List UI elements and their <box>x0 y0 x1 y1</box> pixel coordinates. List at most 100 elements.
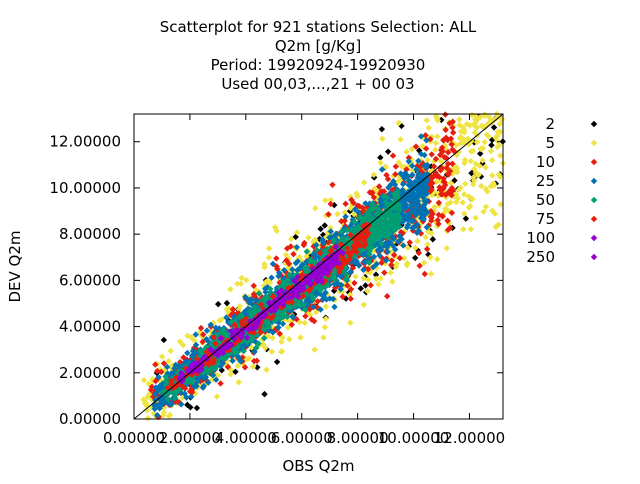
data-point <box>398 163 405 170</box>
data-point <box>378 240 385 247</box>
data-point <box>477 173 485 180</box>
data-point <box>590 215 598 223</box>
data-point <box>422 234 430 241</box>
data-point <box>422 183 429 191</box>
data-point <box>214 300 222 308</box>
data-points <box>140 110 507 422</box>
data-point <box>397 170 404 177</box>
data-point <box>484 188 491 195</box>
data-point <box>470 121 477 128</box>
data-point <box>462 180 469 188</box>
data-point <box>494 137 501 145</box>
legend-label: 100 <box>526 229 555 247</box>
data-point <box>223 314 230 321</box>
data-point <box>384 203 392 211</box>
data-point <box>213 393 221 400</box>
data-point <box>420 190 428 197</box>
data-point <box>313 241 320 249</box>
data-point <box>280 279 287 286</box>
data-point <box>269 260 277 268</box>
data-point <box>370 171 378 178</box>
data-point <box>159 411 167 419</box>
data-point <box>466 202 474 210</box>
data-point <box>224 339 232 346</box>
y-axis-label: DEV Q2m <box>6 230 24 302</box>
data-point <box>590 139 598 147</box>
data-point <box>317 287 324 294</box>
data-point <box>224 363 232 371</box>
legend-marker <box>590 158 598 166</box>
data-point <box>296 301 303 308</box>
legend-label: 50 <box>536 191 555 209</box>
data-point <box>316 249 324 257</box>
data-point <box>388 257 396 264</box>
legend-marker <box>590 215 598 223</box>
data-point <box>376 215 383 222</box>
data-point <box>317 225 324 233</box>
data-point <box>325 239 332 246</box>
data-point <box>444 149 452 156</box>
data-point <box>223 354 230 362</box>
data-point <box>391 212 399 220</box>
data-point <box>468 148 475 155</box>
data-point <box>460 138 468 146</box>
data-point <box>203 365 210 373</box>
data-point <box>491 210 499 217</box>
data-point <box>442 134 450 141</box>
data-point <box>189 347 197 355</box>
data-point <box>310 303 317 311</box>
data-point <box>247 336 255 344</box>
data-point <box>309 295 317 302</box>
data-point <box>395 159 402 166</box>
data-point <box>421 151 428 159</box>
data-point <box>408 145 416 153</box>
data-point <box>289 266 296 273</box>
data-point <box>217 346 225 353</box>
data-point <box>441 179 448 186</box>
data-point <box>257 301 265 308</box>
data-point <box>280 301 287 309</box>
data-point <box>227 371 234 378</box>
data-point <box>483 131 491 138</box>
data-point <box>220 326 227 334</box>
data-point <box>414 221 421 228</box>
data-point <box>454 195 462 202</box>
data-point <box>350 210 358 218</box>
data-point <box>360 179 368 186</box>
data-point <box>384 228 391 236</box>
data-point <box>212 376 220 383</box>
data-point <box>367 212 374 220</box>
data-point <box>265 254 273 261</box>
data-point <box>244 320 252 328</box>
data-point <box>346 291 354 298</box>
y-tick-label: 8.00000 <box>59 225 121 243</box>
data-point <box>389 278 396 285</box>
data-point <box>415 249 423 257</box>
data-point <box>418 180 425 187</box>
data-point <box>405 158 412 165</box>
data-point <box>299 261 306 268</box>
data-point <box>183 394 190 401</box>
data-point <box>334 210 341 218</box>
data-point <box>471 129 479 136</box>
legend-label: 10 <box>536 153 555 171</box>
data-point <box>255 290 263 297</box>
data-point <box>341 256 349 264</box>
data-point <box>140 376 148 384</box>
title-line: Period: 19920924-19920930 <box>211 56 426 74</box>
data-point <box>200 331 207 338</box>
data-point <box>477 182 485 190</box>
data-point <box>409 187 416 194</box>
data-point <box>393 225 400 232</box>
data-point <box>479 145 487 152</box>
data-point <box>436 184 443 191</box>
data-point <box>389 152 397 159</box>
data-point <box>306 298 313 305</box>
data-point <box>265 245 273 252</box>
data-point <box>362 200 369 207</box>
data-point <box>212 340 219 347</box>
data-point <box>247 323 254 331</box>
data-point <box>261 390 268 398</box>
data-point <box>292 259 300 267</box>
data-point <box>143 402 151 410</box>
